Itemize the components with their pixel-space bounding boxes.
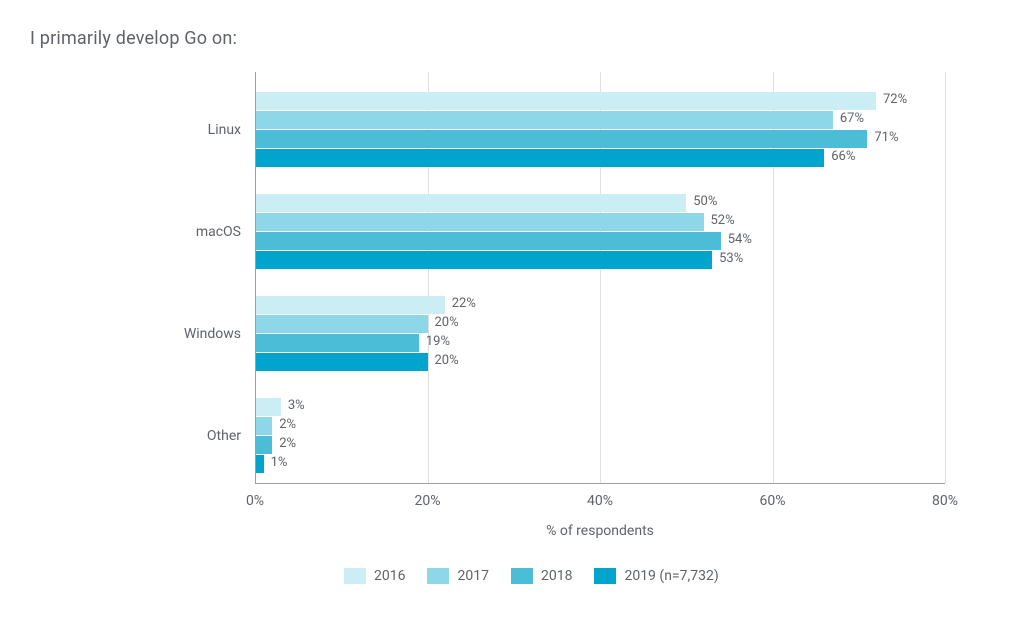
bar-value-label: 52% <box>711 212 735 230</box>
bar <box>256 455 264 473</box>
bar-value-label: 2% <box>279 435 296 453</box>
bar <box>256 296 445 314</box>
legend-swatch <box>511 568 533 584</box>
bar <box>256 213 704 231</box>
category-label: Windows <box>184 326 241 342</box>
legend-item: 2017 <box>427 568 488 584</box>
bar-value-label: 71% <box>874 129 898 147</box>
legend-swatch <box>594 568 616 584</box>
bar <box>256 353 428 371</box>
bar-value-label: 72% <box>883 91 907 109</box>
bar-value-label: 53% <box>719 250 743 268</box>
x-tick-label: 60% <box>760 493 786 509</box>
bar-value-label: 22% <box>452 295 476 313</box>
bar <box>256 417 272 435</box>
bar-value-label: 20% <box>435 352 459 370</box>
legend-label: 2019 (n=7,732) <box>624 568 718 584</box>
chart-container: I primarily develop Go on: 0% 20% 40% 60% 80… <box>0 0 1031 617</box>
category-label: Linux <box>208 122 241 138</box>
bar <box>256 130 867 148</box>
legend-item: 2018 <box>511 568 572 584</box>
bar <box>256 92 876 110</box>
x-axis-title: % of respondents <box>255 523 945 539</box>
bar <box>256 436 272 454</box>
bar <box>256 194 686 212</box>
category-label: macOS <box>196 224 241 240</box>
legend-item: 2019 (n=7,732) <box>594 568 718 584</box>
bar-value-label: 3% <box>288 397 305 415</box>
bar-value-label: 50% <box>693 193 717 211</box>
bar-value-label: 19% <box>426 333 450 351</box>
legend-swatch <box>344 568 366 584</box>
legend-label: 2018 <box>541 568 572 584</box>
bar-value-label: 20% <box>435 314 459 332</box>
bar-value-label: 54% <box>728 231 752 249</box>
legend-label: 2017 <box>457 568 488 584</box>
x-axis-line <box>255 483 945 484</box>
bar <box>256 111 833 129</box>
bar <box>256 232 721 250</box>
chart-title: I primarily develop Go on: <box>30 28 237 49</box>
plot-area: 0%20%40%60%80%Linux72%67%71%66%macOS50%5… <box>255 72 945 483</box>
bar-value-label: 67% <box>840 110 864 128</box>
x-tick-label: 40% <box>587 493 613 509</box>
x-tick-label: 80% <box>932 493 958 509</box>
x-tick-label: 20% <box>415 493 441 509</box>
bar <box>256 334 419 352</box>
legend-item: 2016 <box>344 568 405 584</box>
bar <box>256 149 824 167</box>
legend-swatch <box>427 568 449 584</box>
bar-value-label: 1% <box>271 454 288 472</box>
category-label: Other <box>207 428 241 444</box>
x-tick-label: 0% <box>246 493 264 509</box>
bar <box>256 398 281 416</box>
gridline <box>945 72 946 483</box>
bar <box>256 315 428 333</box>
legend-label: 2016 <box>374 568 405 584</box>
bar-value-label: 66% <box>831 148 855 166</box>
bar-value-label: 2% <box>279 416 296 434</box>
legend: 2016 2017 2018 2019 (n=7,732) <box>344 568 719 584</box>
bar <box>256 251 712 269</box>
